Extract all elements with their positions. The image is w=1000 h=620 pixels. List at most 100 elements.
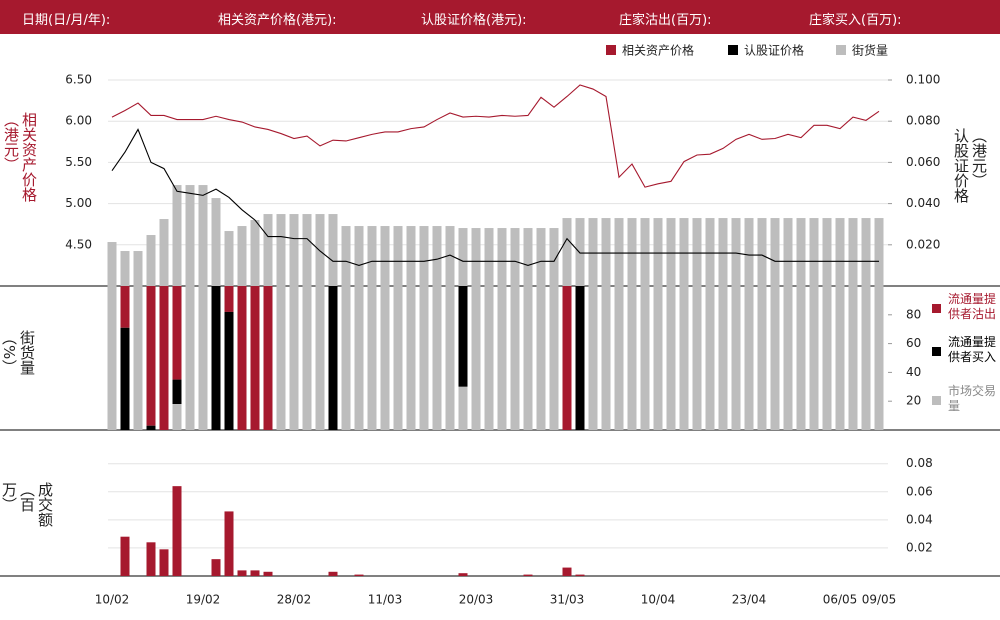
volume-share-bar [237, 286, 247, 430]
street-volume-bar [744, 218, 754, 286]
volume-share-bar [133, 286, 143, 430]
volume-share-bar [315, 286, 325, 430]
volume-share-bar [718, 286, 728, 430]
x-tick-label: 06/05 [823, 593, 858, 607]
street-volume-bar [627, 218, 637, 286]
street-volume-bar [484, 228, 494, 286]
street-volume-bar [380, 226, 390, 286]
street-volume-bar [666, 218, 676, 286]
y2-axis-title: 认股证价格（港元） [952, 128, 988, 203]
volume-share-bar [146, 286, 156, 426]
street-volume-bar [614, 218, 624, 286]
street-volume-bar [198, 185, 208, 286]
street-volume-bar [861, 218, 871, 286]
street-volume-bar [835, 218, 845, 286]
street-volume-bar [562, 218, 572, 286]
street-volume-bar [588, 218, 598, 286]
volume-share-bar [796, 286, 806, 430]
volume-share-bar [614, 286, 624, 430]
volume-share-bar [536, 286, 546, 430]
street-volume-bar [133, 251, 143, 286]
street-volume-bar [432, 226, 442, 286]
volume-share-bar [640, 286, 650, 430]
street-volume-bar [445, 226, 455, 286]
street-volume-bar [653, 218, 663, 286]
header-bar: 日期(日/月/年): 相关资产价格(港元): 认股证价格(港元): 庄家沽出(百… [0, 0, 1000, 34]
legend-label: 流通量提供者沽出 [948, 292, 997, 321]
street-volume-bar [354, 226, 364, 286]
street-volume-bar [211, 198, 221, 286]
volume-share-bar [744, 286, 754, 430]
y-tick-label: 60 [906, 336, 921, 350]
legend-swatch [932, 347, 941, 356]
volume-share-bar [146, 425, 156, 430]
volume-share-bar [185, 286, 195, 430]
volume-share-bar [848, 286, 858, 430]
volume-share-bar [588, 286, 598, 430]
street-volume-bar [497, 228, 507, 286]
volume-share-bar [601, 286, 611, 430]
price-line [111, 84, 880, 188]
street-volume-bar [549, 228, 559, 286]
street-volume-bar [276, 214, 286, 286]
volume-share-bar [731, 286, 741, 430]
volume-share-bar [471, 286, 481, 430]
volume-share-bar [263, 286, 273, 430]
street-volume-bar [172, 185, 182, 286]
volume-share-bar [575, 286, 585, 430]
header-label: 认股证价格(港元): [421, 13, 527, 28]
street-volume-bar [471, 228, 481, 286]
y-tick-label: 0.04 [906, 512, 933, 526]
street-volume-bar [120, 251, 130, 286]
street-volume-bar [263, 214, 273, 286]
y-tick-label: 4.50 [65, 237, 92, 251]
street-volume-bar [718, 218, 728, 286]
volume-share-bar [692, 286, 702, 430]
street-volume-bar [601, 218, 611, 286]
street-volume-bar [770, 218, 780, 286]
legend-swatch [932, 396, 941, 405]
y-tick-label: 6.50 [65, 73, 92, 87]
volume-share-bar [679, 286, 689, 430]
volume-share-bar [458, 386, 468, 430]
volume-share-bar [341, 286, 351, 430]
volume-share-bar [120, 286, 130, 328]
legend-swatch [728, 45, 738, 55]
legend-swatch [932, 304, 941, 313]
turnover-bar [146, 542, 156, 576]
y-tick-label: 0.08 [906, 456, 933, 470]
street-volume-bar [575, 218, 585, 286]
street-volume-bar [757, 218, 767, 286]
volume-share-bar [874, 286, 884, 430]
street-volume-bar [315, 214, 325, 286]
volume-share-bar [432, 286, 442, 430]
x-tick-label: 19/02 [186, 593, 221, 607]
street-volume-bar [809, 218, 819, 286]
street-volume-bar [159, 219, 169, 286]
volume-share-bar [523, 286, 533, 430]
volume-share-bar [393, 286, 403, 430]
street-volume-bar [705, 218, 715, 286]
x-tick-label: 20/03 [459, 593, 494, 607]
volume-share-bar [705, 286, 715, 430]
turnover-bar [172, 486, 182, 576]
volume-share-bar [458, 286, 468, 387]
street-volume-bar [679, 218, 689, 286]
street-volume-bar [250, 220, 260, 286]
volume-share-bar [666, 286, 676, 430]
turnover-bar [354, 574, 364, 576]
street-volume-bar [289, 214, 299, 286]
street-volume-bar [237, 226, 247, 286]
y2-tick-label: 0.080 [906, 114, 940, 128]
volume-share-bar [835, 286, 845, 430]
y-tick-label: 5.00 [65, 196, 92, 210]
turnover-bar [523, 574, 533, 576]
volume-share-bar [497, 286, 507, 430]
header-label: 日期(日/月/年): [22, 13, 111, 28]
street-volume-bar [419, 226, 429, 286]
volume-share-bar [406, 286, 416, 430]
turnover-bar [250, 570, 260, 576]
volume-share-bar [770, 286, 780, 430]
turnover-bar [458, 573, 468, 576]
